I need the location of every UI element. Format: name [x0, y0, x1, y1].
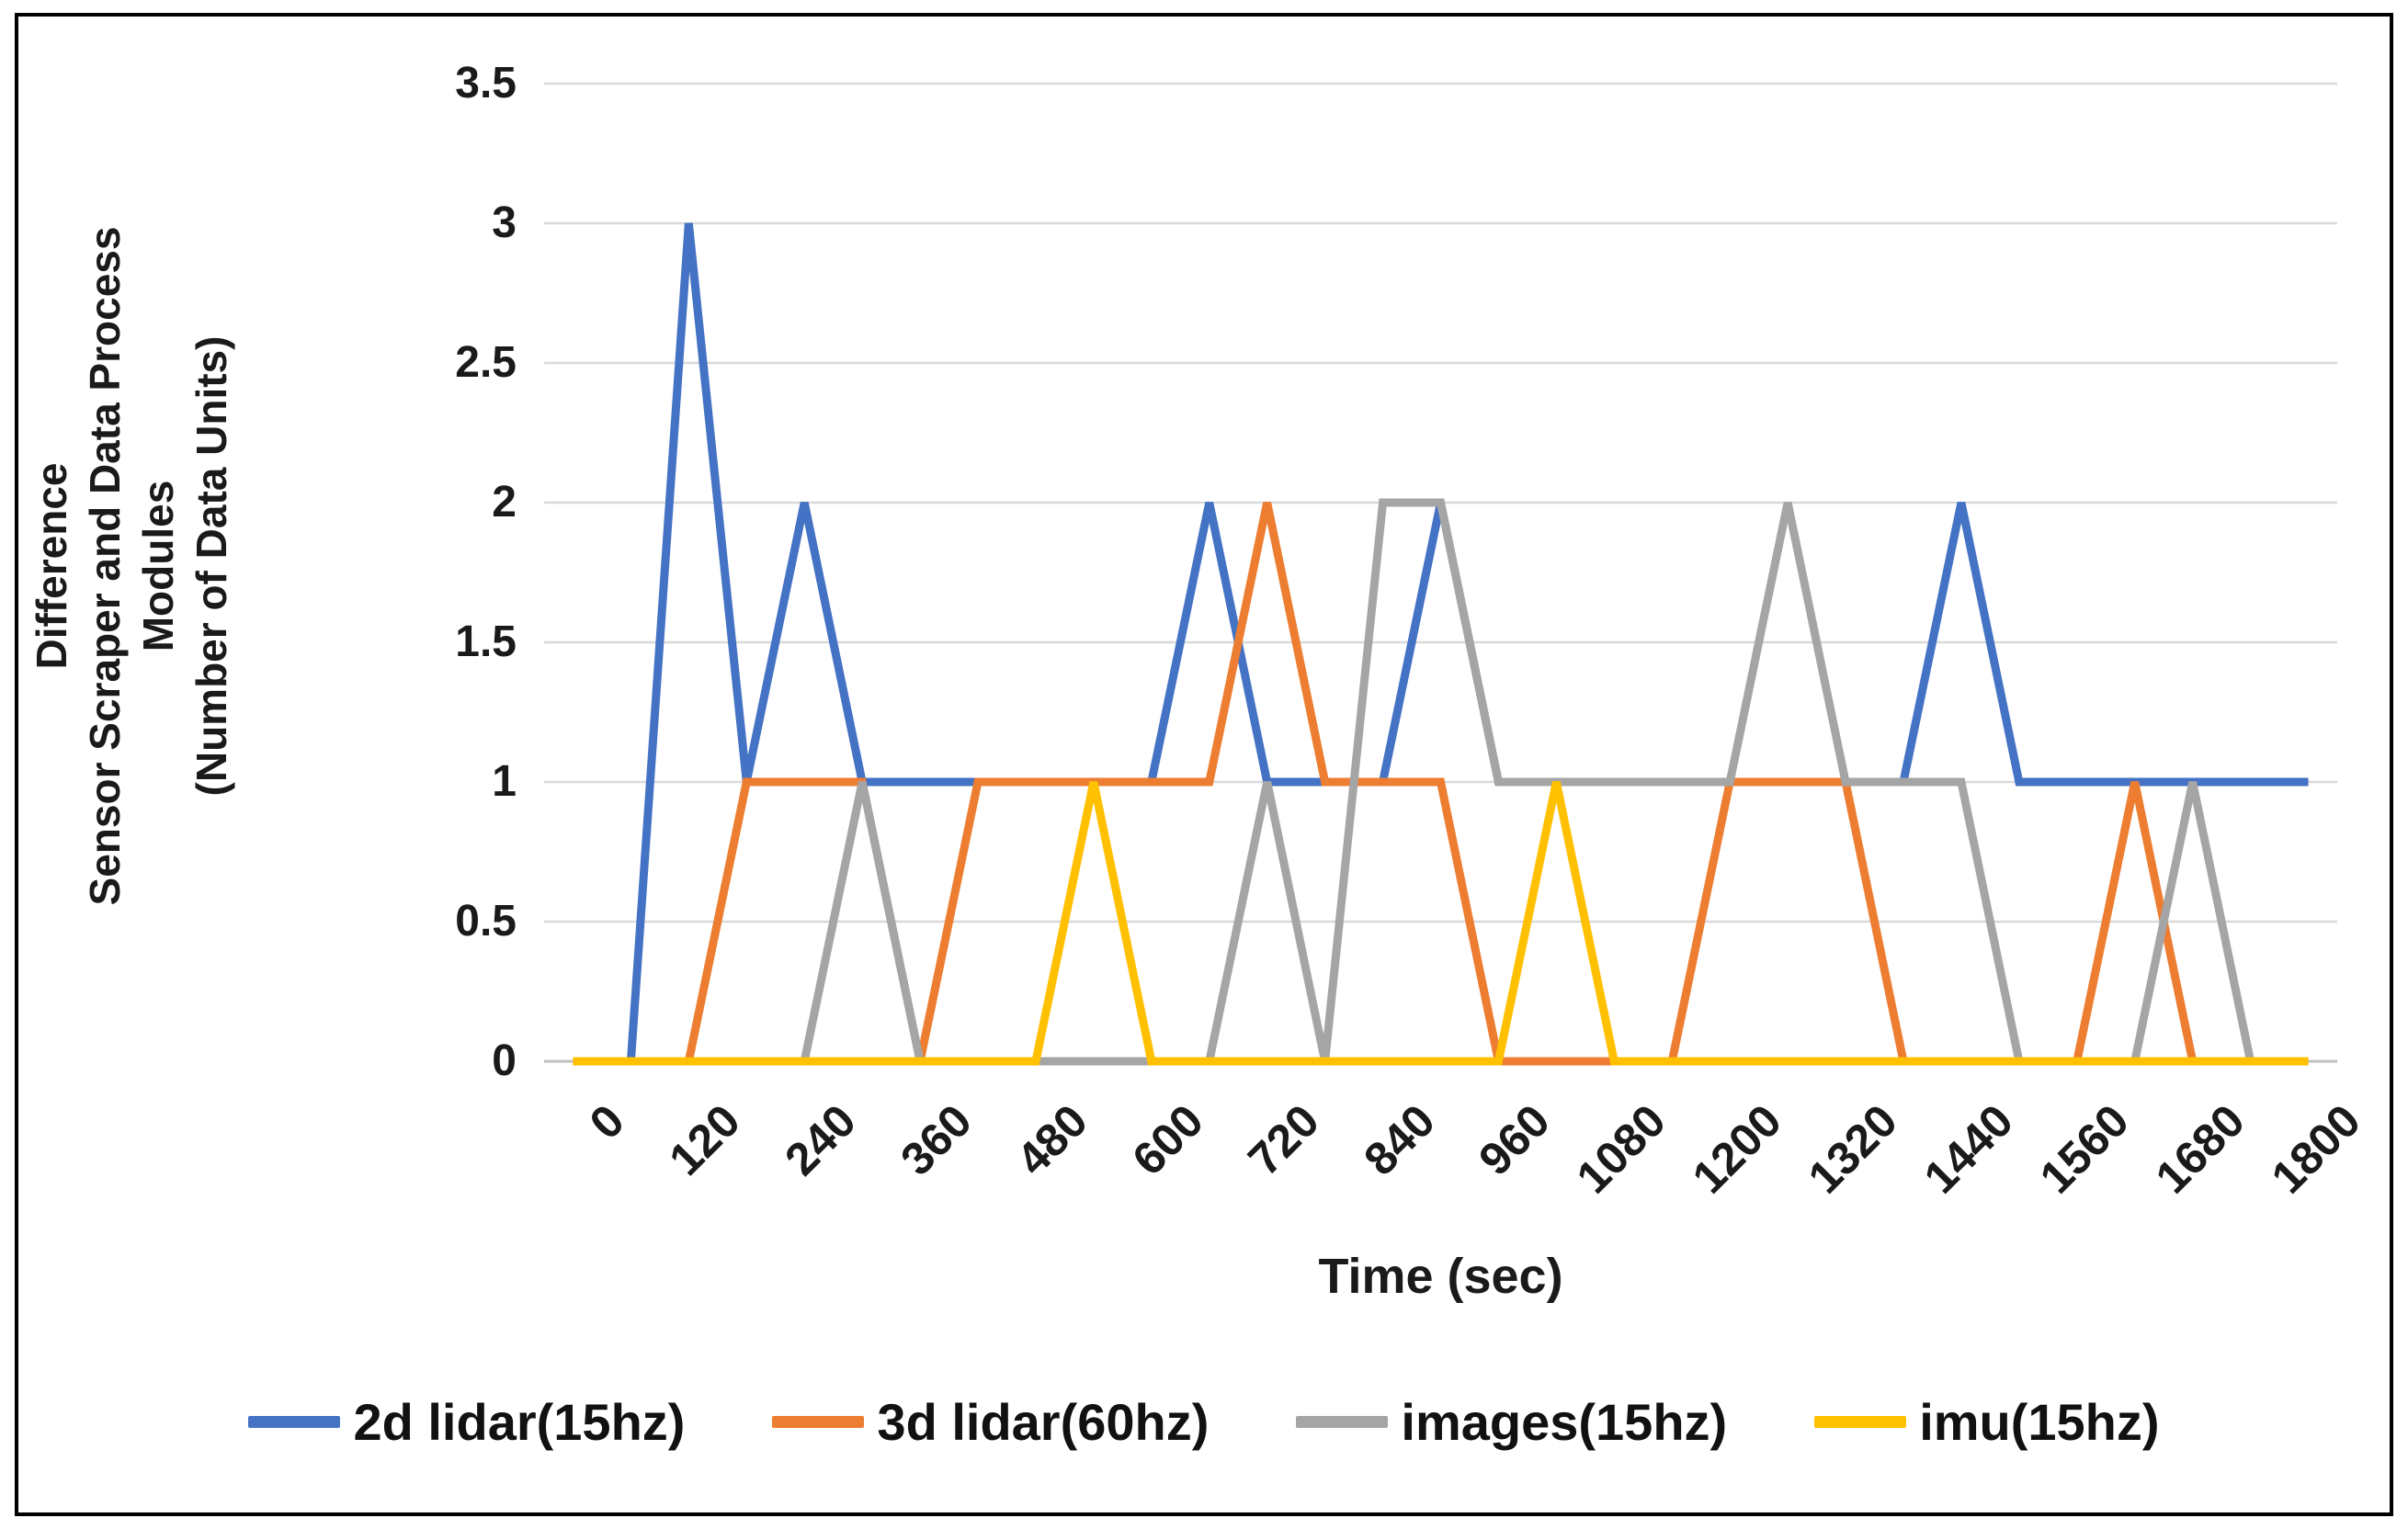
legend-item-3d-lidar-60hz-: 3d lidar(60hz) [772, 1392, 1209, 1452]
legend-item-2d-lidar-15hz-: 2d lidar(15hz) [248, 1392, 685, 1452]
x-axis-title: Time (sec) [1318, 1249, 1563, 1304]
y-tick-label: 2.5 [455, 338, 517, 387]
legend-label: 2d lidar(15hz) [353, 1392, 686, 1451]
legend-item-images-15hz-: images(15hz) [1296, 1392, 1727, 1452]
y-tick-label: 1.5 [455, 617, 517, 666]
legend-item-imu-15hz-: imu(15hz) [1814, 1392, 2160, 1452]
series-line-imu-15hz- [573, 781, 2309, 1066]
y-tick-label: 0.5 [455, 897, 517, 946]
legend-label: imu(15hz) [1919, 1392, 2160, 1451]
legend-dash-icon [1296, 1415, 1389, 1428]
y-axis-title-line: Modules [134, 480, 182, 652]
chart-legend: 2d lidar(15hz) 3d lidar(60hz) images(15hz)… [110, 1371, 2298, 1472]
y-tick-label: 1 [492, 757, 517, 806]
legend-dash-icon [1814, 1415, 1907, 1428]
legend-label: images(15hz) [1401, 1392, 1728, 1451]
figure-border [15, 13, 2393, 1516]
y-tick-label: 3 [492, 198, 517, 247]
y-axis-title-line: Difference [28, 462, 75, 670]
legend-label: 3d lidar(60hz) [877, 1392, 1210, 1451]
y-tick-label: 0 [492, 1036, 517, 1085]
y-axis-title-line: (Number of Data Units) [187, 335, 235, 797]
y-tick-label: 2 [492, 478, 517, 527]
y-axis-title: Difference Sensor Scraper and Data Proce… [25, 33, 238, 1099]
y-axis-title-line: Sensor Scraper and Data Process [81, 226, 129, 906]
legend-dash-icon [248, 1415, 341, 1428]
y-tick-label: 3.5 [455, 59, 517, 108]
legend-dash-icon [772, 1415, 865, 1428]
